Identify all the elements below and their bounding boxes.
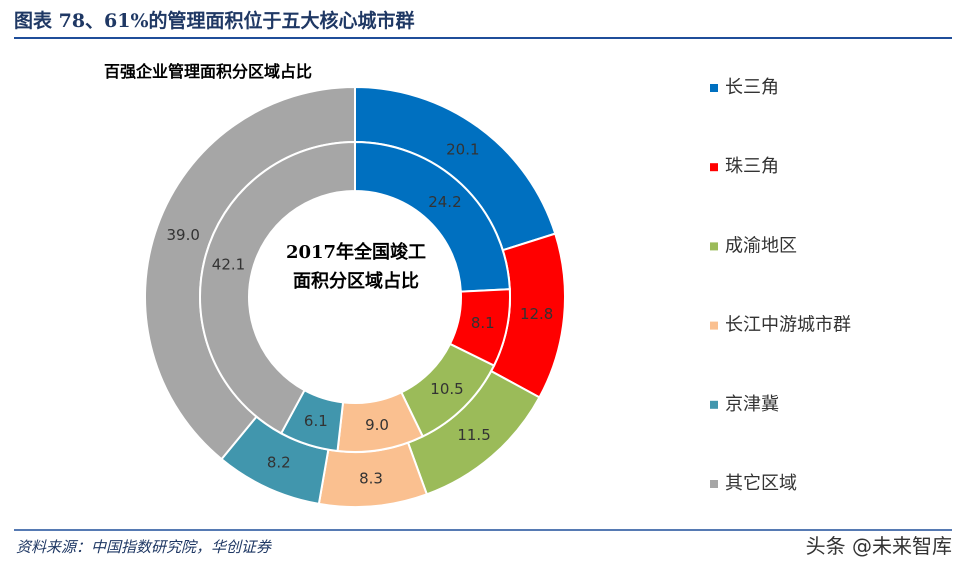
data-label: 39.0 [167, 226, 200, 244]
data-label: 9.0 [365, 416, 389, 434]
data-label: 8.3 [359, 469, 383, 487]
legend-swatch [710, 163, 718, 172]
data-label: 10.5 [430, 380, 463, 398]
legend-swatch [710, 480, 718, 488]
legend-label: 长江中游城市群 [725, 315, 851, 336]
source-note: 资料来源：中国指数研究院，华创证券 [16, 538, 272, 556]
data-label: 42.1 [212, 255, 245, 273]
legend-swatch [710, 84, 718, 92]
page-title: 图表 78、61%的管理面积位于五大核心城市群 [14, 10, 415, 32]
outer-ring-title: 百强企业管理面积分区域占比 [104, 62, 313, 81]
data-label: 8.2 [267, 453, 291, 471]
data-label: 8.1 [471, 314, 495, 332]
legend-label: 珠三角 [725, 156, 779, 177]
inner-ring-title: 2017年全国竣工面积分区域占比 [285, 242, 427, 292]
watermark: 头条 @未来智库 [805, 534, 952, 558]
legend-label: 其它区域 [725, 473, 797, 494]
donut-slice [199, 140, 356, 435]
legend-swatch [710, 400, 718, 409]
legend-swatch [710, 321, 718, 330]
data-label: 12.8 [520, 305, 553, 323]
data-label: 20.1 [446, 140, 479, 158]
legend-swatch [710, 242, 718, 251]
legend-label: 长三角 [725, 77, 779, 98]
data-label: 6.1 [304, 412, 328, 430]
data-label: 11.5 [457, 426, 490, 444]
legend-label: 成渝地区 [725, 235, 797, 256]
data-label: 24.2 [428, 193, 461, 211]
legend-label: 京津冀 [725, 394, 779, 415]
